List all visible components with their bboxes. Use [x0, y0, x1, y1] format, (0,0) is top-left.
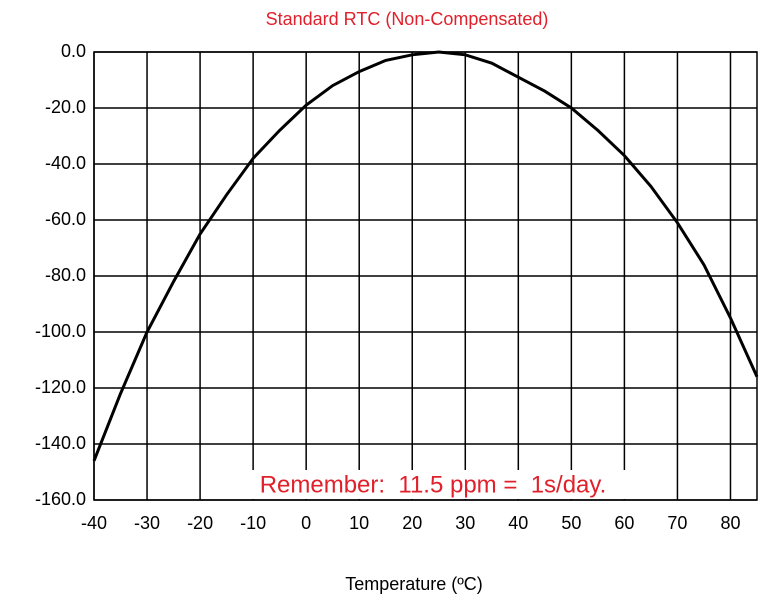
x-tick-label: -40 — [81, 513, 107, 533]
y-tick-label: -160.0 — [35, 489, 86, 509]
y-tick-label: 0.0 — [61, 41, 86, 61]
y-tick-label: -60.0 — [45, 209, 86, 229]
y-tick-label: -80.0 — [45, 265, 86, 285]
x-tick-label: 50 — [561, 513, 581, 533]
x-tick-label: -30 — [134, 513, 160, 533]
chart-title: Standard RTC (Non-Compensated) — [266, 9, 549, 29]
y-tick-label: -140.0 — [35, 433, 86, 453]
y-tick-label: -20.0 — [45, 97, 86, 117]
y-tick-label: -100.0 — [35, 321, 86, 341]
x-tick-label: 30 — [455, 513, 475, 533]
annotation: Remember: 11.5 ppm = 1s/day. — [260, 471, 607, 498]
x-tick-label: 70 — [667, 513, 687, 533]
x-tick-label: 40 — [508, 513, 528, 533]
x-tick-label: 0 — [301, 513, 311, 533]
x-tick-label: 10 — [349, 513, 369, 533]
x-tick-label: 20 — [402, 513, 422, 533]
x-tick-label: -20 — [187, 513, 213, 533]
curve — [92, 50, 759, 462]
x-axis-label: Temperature (ºC) — [345, 574, 483, 594]
y-tick-label: -40.0 — [45, 153, 86, 173]
x-tick-label: 80 — [720, 513, 740, 533]
y-tick-label: -120.0 — [35, 377, 86, 397]
x-tick-label: -10 — [240, 513, 266, 533]
annotation-box — [210, 470, 656, 499]
x-tick-label: 60 — [614, 513, 634, 533]
